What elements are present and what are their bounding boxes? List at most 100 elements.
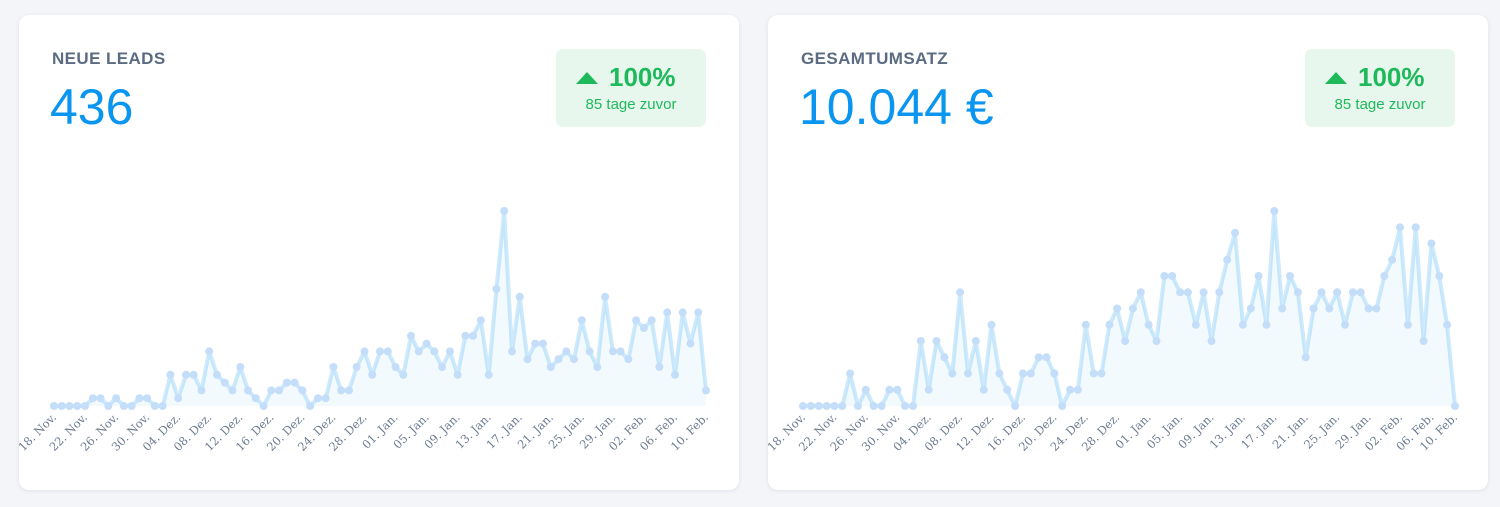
data-point bbox=[1254, 272, 1263, 280]
data-point bbox=[608, 347, 617, 356]
data-point bbox=[368, 370, 377, 379]
data-point bbox=[135, 394, 144, 403]
data-point bbox=[1050, 369, 1059, 378]
data-point bbox=[987, 320, 996, 329]
data-point bbox=[150, 402, 159, 410]
revenue-card: GESAMTUMSATZ 10.044 € 100% 85 tage zuvor… bbox=[768, 15, 1488, 490]
data-point bbox=[383, 347, 392, 356]
change-badge: 100% 85 tage zuvor bbox=[556, 49, 706, 127]
data-point bbox=[893, 385, 902, 394]
data-point bbox=[964, 369, 972, 378]
data-point bbox=[515, 292, 524, 301]
data-point bbox=[282, 378, 291, 387]
data-point bbox=[1121, 337, 1130, 345]
card-value: 10.044 € bbox=[799, 79, 994, 135]
data-point bbox=[1073, 385, 1082, 394]
data-point bbox=[127, 402, 136, 410]
data-point bbox=[877, 402, 886, 410]
data-point bbox=[814, 402, 823, 410]
data-point bbox=[1223, 255, 1232, 264]
data-point bbox=[1168, 272, 1177, 280]
data-point bbox=[1066, 385, 1075, 394]
data-point bbox=[678, 308, 687, 317]
card-value: 436 bbox=[50, 79, 134, 135]
data-point bbox=[244, 386, 252, 395]
data-point bbox=[1231, 228, 1239, 237]
data-point bbox=[469, 331, 478, 340]
data-point bbox=[391, 363, 400, 371]
card-title: NEUE LEADS bbox=[52, 49, 166, 68]
data-point bbox=[1419, 337, 1428, 345]
change-period: 85 tage zuvor bbox=[1334, 96, 1426, 113]
data-point bbox=[290, 378, 299, 387]
data-point bbox=[407, 331, 415, 340]
data-point bbox=[838, 402, 847, 410]
data-point bbox=[1207, 337, 1216, 345]
data-point bbox=[329, 363, 338, 371]
data-point bbox=[624, 355, 633, 364]
data-point bbox=[422, 339, 431, 348]
data-point bbox=[846, 369, 855, 378]
data-point bbox=[313, 394, 322, 403]
data-point bbox=[1034, 353, 1043, 362]
data-point bbox=[267, 386, 276, 395]
data-point bbox=[1262, 320, 1271, 329]
data-point bbox=[500, 207, 509, 215]
data-point bbox=[822, 402, 831, 410]
data-point bbox=[1356, 288, 1365, 297]
data-point bbox=[995, 369, 1004, 378]
data-point bbox=[360, 347, 369, 356]
data-point bbox=[1451, 402, 1459, 410]
data-point bbox=[298, 386, 307, 395]
data-point bbox=[909, 402, 917, 410]
data-point bbox=[1160, 272, 1169, 280]
data-point bbox=[96, 394, 105, 403]
data-point bbox=[1443, 320, 1452, 329]
data-point bbox=[956, 288, 965, 297]
data-point bbox=[1301, 353, 1310, 362]
data-point bbox=[570, 355, 578, 364]
leads-card: NEUE LEADS 436 100% 85 tage zuvor 18. No… bbox=[19, 15, 739, 490]
data-point bbox=[601, 292, 610, 301]
data-point bbox=[57, 402, 66, 410]
data-point bbox=[1215, 288, 1224, 297]
data-point bbox=[647, 316, 656, 325]
data-point bbox=[1058, 402, 1067, 410]
data-point bbox=[1026, 369, 1035, 378]
data-point bbox=[376, 347, 384, 356]
series-area bbox=[54, 211, 706, 406]
data-point bbox=[484, 370, 493, 379]
data-point bbox=[220, 378, 229, 387]
card-title: GESAMTUMSATZ bbox=[801, 49, 949, 68]
data-point bbox=[1286, 272, 1294, 280]
arrow-up-icon bbox=[1325, 72, 1347, 84]
data-point bbox=[1199, 288, 1208, 297]
data-point bbox=[702, 386, 710, 395]
data-point bbox=[321, 394, 330, 403]
data-point bbox=[1042, 353, 1051, 362]
data-point bbox=[830, 402, 839, 410]
data-point bbox=[971, 337, 980, 345]
data-point bbox=[104, 402, 113, 410]
data-point bbox=[81, 402, 89, 410]
data-point bbox=[445, 347, 454, 356]
data-point bbox=[940, 353, 949, 362]
data-point bbox=[577, 316, 586, 325]
data-point bbox=[476, 316, 485, 325]
data-point bbox=[73, 402, 82, 410]
data-point bbox=[1183, 288, 1192, 297]
data-point bbox=[1011, 402, 1020, 410]
data-point bbox=[1341, 320, 1349, 329]
data-point bbox=[1364, 304, 1373, 313]
change-percent: 100% bbox=[1358, 62, 1425, 92]
data-point bbox=[585, 347, 594, 356]
data-point bbox=[546, 363, 555, 371]
data-point bbox=[50, 402, 58, 410]
data-point bbox=[531, 339, 540, 348]
data-point bbox=[352, 363, 361, 371]
arrow-up-icon bbox=[576, 72, 598, 84]
data-point bbox=[1019, 369, 1027, 378]
leads-chart: 18. Nov.22. Nov.26. Nov.30. Nov.04. Dez.… bbox=[19, 207, 711, 454]
data-point bbox=[1152, 337, 1161, 345]
change-period: 85 tage zuvor bbox=[585, 96, 677, 113]
